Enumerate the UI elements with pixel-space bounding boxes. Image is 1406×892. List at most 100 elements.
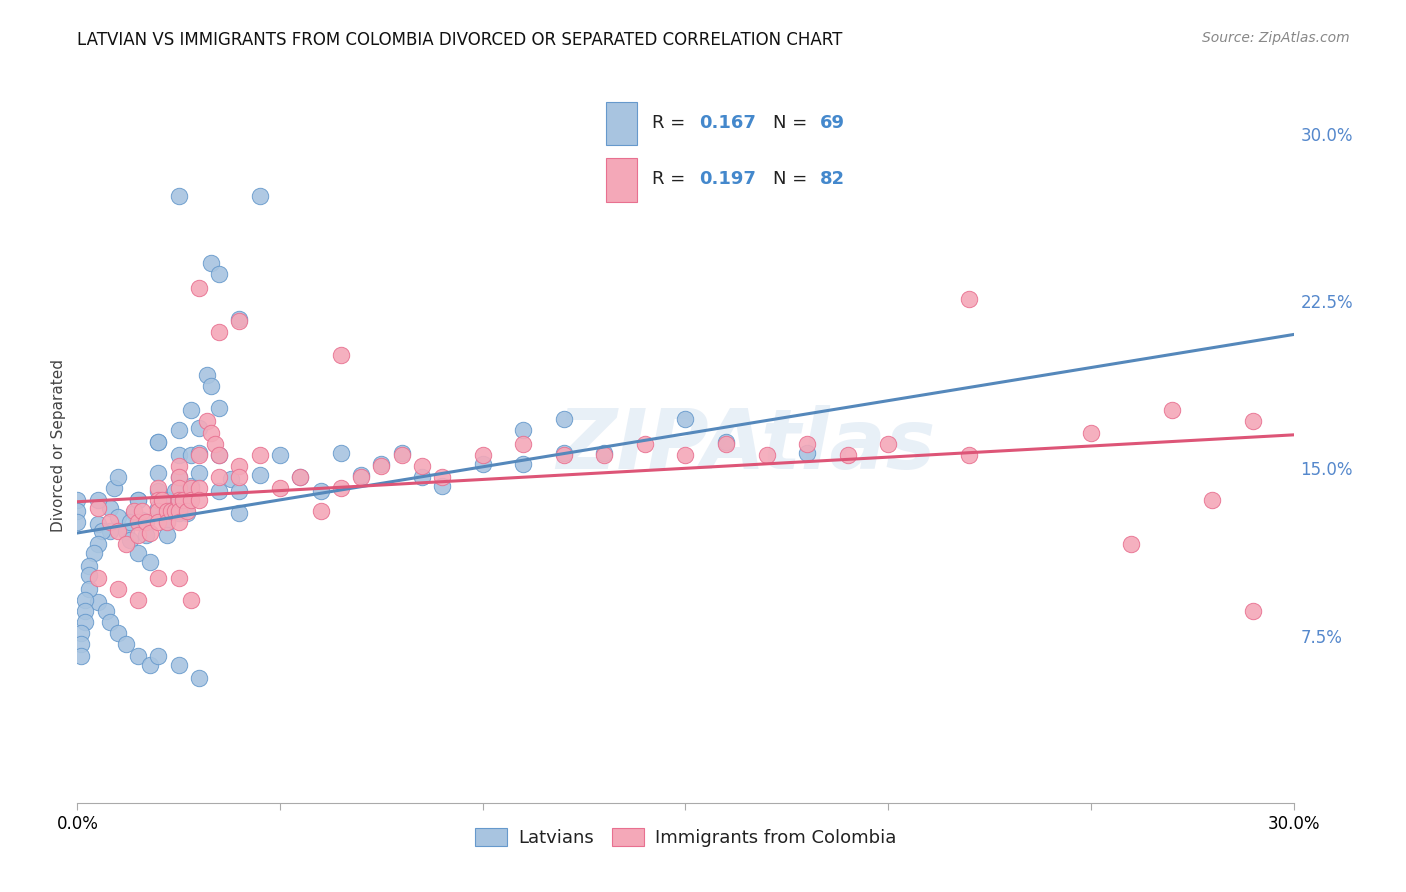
Legend: Latvians, Immigrants from Colombia: Latvians, Immigrants from Colombia (467, 821, 904, 855)
Point (127, 492, 149, 507)
Point (148, 434, 170, 449)
Point (148, 482, 170, 496)
Point (957, 292, 980, 306)
Point (430, 470, 453, 484)
Point (228, 470, 250, 484)
Text: R =: R = (652, 170, 692, 188)
Point (94, 604, 117, 618)
Point (66, 492, 89, 507)
Point (290, 470, 312, 484)
Point (755, 448, 778, 462)
Point (79, 582, 101, 596)
Point (634, 436, 657, 450)
Point (167, 515, 190, 529)
Point (370, 458, 392, 473)
Point (228, 483, 250, 498)
Point (86, 516, 108, 531)
Point (593, 448, 616, 462)
Point (148, 492, 170, 507)
Point (163, 483, 186, 498)
Point (228, 314, 250, 328)
Point (148, 571, 170, 585)
Point (269, 482, 291, 496)
Point (1201, 492, 1223, 507)
Point (66, 503, 89, 517)
Point (155, 515, 177, 529)
Point (290, 470, 312, 484)
Point (188, 482, 211, 496)
Point (176, 506, 198, 520)
Point (200, 378, 222, 392)
Point (188, 448, 211, 462)
Point (155, 528, 177, 542)
Point (208, 401, 231, 416)
Point (553, 445, 575, 460)
Point (180, 448, 202, 462)
Point (70, 648, 93, 663)
Point (107, 524, 129, 538)
Point (180, 403, 202, 417)
Point (127, 528, 149, 542)
Point (86, 537, 108, 551)
Point (86, 571, 108, 585)
Point (167, 448, 190, 462)
Point (167, 470, 190, 484)
Point (107, 626, 129, 640)
Text: N =: N = (773, 114, 813, 132)
Point (200, 425, 222, 440)
Point (188, 445, 211, 460)
Point (228, 506, 250, 520)
Point (553, 448, 575, 462)
Point (98, 615, 121, 630)
Text: ZIPAtlas: ZIPAtlas (557, 406, 936, 486)
Point (877, 436, 900, 450)
Point (127, 648, 149, 663)
Point (1121, 537, 1143, 551)
Point (83, 546, 105, 560)
Point (221, 473, 243, 487)
Point (167, 458, 190, 473)
Point (512, 423, 534, 437)
Point (70, 637, 93, 651)
Point (411, 470, 433, 484)
Point (796, 436, 818, 450)
Point (188, 421, 211, 435)
Point (675, 412, 697, 426)
Point (135, 515, 157, 529)
Point (148, 466, 170, 480)
Point (115, 524, 138, 538)
Point (167, 423, 190, 437)
Point (75, 592, 97, 607)
Point (70, 626, 93, 640)
Point (98, 501, 121, 516)
Point (188, 466, 211, 480)
Point (350, 467, 373, 482)
Point (148, 515, 170, 529)
Point (75, 604, 97, 618)
Point (195, 414, 218, 428)
Point (180, 479, 202, 493)
Point (155, 503, 177, 517)
Point (329, 347, 352, 362)
Point (118, 533, 141, 547)
Point (249, 467, 271, 482)
Point (118, 515, 141, 529)
Point (391, 445, 413, 460)
Point (135, 528, 157, 542)
Point (139, 525, 162, 540)
Point (188, 492, 211, 507)
Point (75, 615, 97, 630)
Point (714, 434, 737, 449)
Point (159, 503, 181, 517)
Point (208, 448, 231, 462)
Point (180, 592, 202, 607)
Point (66, 515, 89, 529)
Point (837, 448, 859, 462)
Point (127, 492, 149, 507)
Point (714, 436, 737, 450)
Point (329, 482, 352, 496)
Text: LATVIAN VS IMMIGRANTS FROM COLOMBIA DIVORCED OR SEPARATED CORRELATION CHART: LATVIAN VS IMMIGRANTS FROM COLOMBIA DIVO… (77, 31, 842, 49)
Point (131, 503, 153, 517)
Point (553, 412, 575, 426)
Point (139, 657, 162, 672)
